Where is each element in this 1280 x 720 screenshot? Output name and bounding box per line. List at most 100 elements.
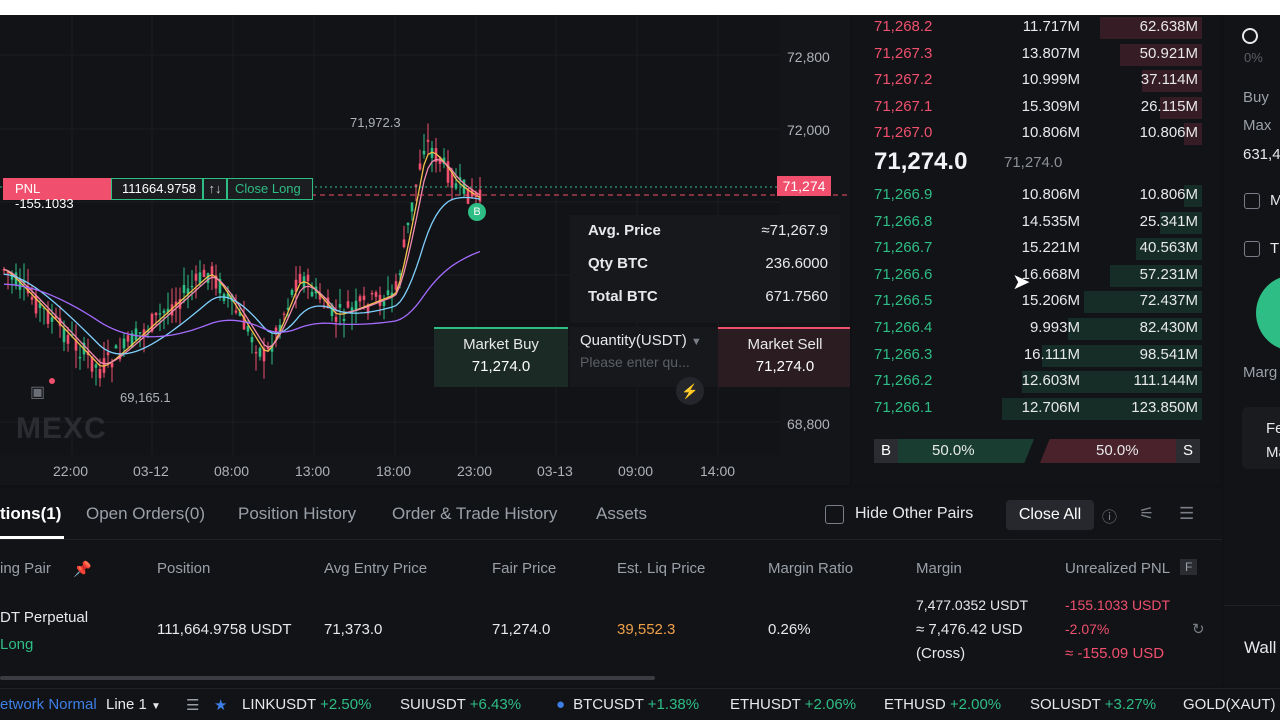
active-tab-indicator — [0, 536, 64, 539]
bid-qty: 16.668M — [1021, 265, 1080, 283]
bid-row[interactable]: 71,266.5 15.206M 72.437M — [852, 289, 1202, 315]
menu-icon[interactable]: ☰ — [1179, 504, 1195, 523]
row-side: Long — [0, 636, 34, 653]
market-sell-button[interactable]: Market Sell 71,274.0 — [718, 327, 850, 387]
ticker-item[interactable]: SOLUSDT +3.27% — [1030, 696, 1157, 713]
option-checkbox[interactable] — [1244, 241, 1260, 257]
fee-label: Fee — [1266, 420, 1280, 437]
bid-qty: 10.806M — [1021, 186, 1080, 203]
ask-price: 71,268.2 — [874, 18, 933, 35]
ask-total: 10.806M — [1139, 124, 1198, 142]
share-icon[interactable]: ↻ — [1192, 621, 1205, 638]
pnl-mode-badge[interactable]: F — [1180, 559, 1198, 575]
depth-bar — [1184, 185, 1202, 207]
bid-row[interactable]: 71,266.9 10.806M 10.806M — [852, 183, 1202, 209]
bid-total: 72.437M — [1139, 292, 1198, 310]
calendar-icon[interactable]: ▣ — [30, 384, 46, 401]
list-icon[interactable]: ☰ — [186, 697, 200, 714]
qty-value: 236.6000 — [765, 255, 828, 272]
lightning-icon[interactable]: ⚡ — [676, 377, 704, 405]
ask-row[interactable]: 71,267.1 15.309M 26.115M — [852, 95, 1202, 121]
col-margin: Margin — [916, 560, 962, 577]
ask-price: 71,267.1 — [874, 97, 933, 115]
row-pnl-usd: ≈ -155.09 USD — [1065, 645, 1165, 662]
max-amount: 631,4 — [1243, 146, 1280, 163]
depth-bar — [1142, 70, 1202, 93]
close-all-button[interactable]: Close All — [1006, 500, 1094, 530]
mouse-cursor-icon: ➤ — [1012, 269, 1031, 294]
time-axis-label: 23:00 — [457, 463, 493, 479]
bid-price: 71,266.5 — [874, 292, 933, 310]
row-pair[interactable]: DT Perpetual — [0, 609, 89, 626]
open-long-button[interactable] — [1256, 275, 1280, 351]
bid-price: 71,266.8 — [874, 212, 933, 230]
bid-row[interactable]: 71,266.4 9.993M 82.430M — [852, 316, 1202, 342]
horizontal-scrollbar[interactable] — [0, 676, 655, 680]
bid-qty: 16.111M — [1023, 345, 1080, 363]
buy-ratio: 50.0% — [932, 442, 975, 459]
pin-icon[interactable]: 📌 — [73, 561, 92, 578]
ask-row[interactable]: 71,267.0 10.806M 10.806M — [852, 121, 1202, 147]
line-select[interactable]: Line 1 ▼ — [106, 696, 161, 713]
bid-row[interactable]: 71,266.2 12.603M 111.144M — [852, 369, 1202, 395]
ask-row[interactable]: 71,268.2 11.717M 62.638M — [852, 15, 1202, 41]
bid-row[interactable]: 71,266.8 14.535M 25.341M — [852, 210, 1202, 236]
hide-other-pairs-checkbox[interactable] — [825, 505, 844, 524]
ticker-item[interactable]: ETHUSDT +2.06% — [730, 696, 857, 713]
col-avg-entry-price: Avg Entry Price — [324, 560, 428, 577]
bid-row[interactable]: 71,266.1 12.706M 123.850M — [852, 396, 1202, 422]
buy-marker: B — [460, 201, 490, 223]
hide-other-pairs-label[interactable]: Hide Other Pairs — [855, 505, 974, 522]
col-position: Position — [157, 560, 211, 577]
info-icon[interactable]: ⓘ — [1102, 509, 1118, 526]
ask-row[interactable]: 71,267.2 10.999M 37.114M — [852, 68, 1202, 94]
ticker-bar: etwork Normal Line 1 ▼ ☰ ★ LINKUSDT +2.5… — [0, 688, 1280, 720]
leverage-slider-handle[interactable] — [1242, 28, 1258, 44]
tab-open-orders[interactable]: Open Orders(0) — [86, 504, 206, 523]
bid-row[interactable]: 71,266.3 16.111M 98.541M — [852, 343, 1202, 369]
reverse-arrows-icon[interactable]: ↑↓ — [203, 178, 227, 200]
bid-qty: 9.993M — [1029, 319, 1080, 336]
bid-row[interactable]: 71,266.6 16.668M 57.231M — [852, 263, 1202, 289]
option-t-label: T — [1270, 240, 1280, 257]
network-status: etwork Normal — [0, 696, 97, 713]
position-qty[interactable]: 111664.9758 — [111, 178, 203, 200]
low-price-label: 69,165.1 — [120, 390, 171, 405]
maker-label: Mal — [1266, 444, 1280, 461]
bid-price: 71,266.3 — [874, 345, 933, 363]
col-trading-pair: ing Pair — [0, 560, 51, 577]
ticker-item[interactable]: ETHUSD +2.00% — [884, 696, 1002, 713]
bid-total: 57.231M — [1139, 265, 1198, 283]
filter-sliders-icon[interactable]: ⚟ — [1139, 504, 1155, 523]
bid-price: 71,266.7 — [874, 239, 933, 257]
ticker-item[interactable]: SUIUSDT +6.43% — [400, 696, 522, 713]
star-icon[interactable]: ★ — [214, 697, 228, 714]
depth-tooltip: Avg. Price ≈71,267.9 Qty BTC 236.6000 Tota… — [570, 215, 840, 323]
depth-bar — [1002, 397, 1202, 420]
ticker-item[interactable]: GOLD(XAUT) — [1183, 696, 1276, 713]
tab-positions[interactable]: tions(1) — [0, 504, 62, 523]
price-chart[interactable]: 72,800 72,000 68,800 22:00 03-12 08:00 1… — [0, 15, 850, 485]
wallet-section: Wall — [1224, 605, 1280, 685]
ask-total: 26.115M — [1140, 97, 1198, 115]
quantity-placeholder: Please enter qu... — [580, 354, 690, 370]
option-checkbox[interactable] — [1244, 193, 1260, 209]
tab-position-history[interactable]: Position History — [238, 504, 357, 523]
close-long-button[interactable]: Close Long — [227, 178, 313, 200]
tab-assets[interactable]: Assets — [596, 504, 648, 523]
ticker-item[interactable]: LINKUSDT +2.50% — [242, 696, 372, 713]
ask-row[interactable]: 71,267.3 13.807M 50.921M — [852, 42, 1202, 68]
bid-total: 82.430M — [1139, 319, 1198, 336]
total-label: Total BTC — [588, 288, 658, 305]
order-form-panel: 0% Buy Max 631,4 M T Marg Fee Mal Wall — [1224, 15, 1280, 605]
quantity-unit-select[interactable]: Quantity(USDT) ▼ — [580, 332, 702, 349]
max-label: Max — [1243, 117, 1272, 134]
market-buy-button[interactable]: Market Buy 71,274.0 — [434, 327, 568, 387]
buy-marker-icon: B — [468, 203, 486, 221]
tab-order-trade-history[interactable]: Order & Trade History — [392, 504, 558, 523]
ask-total: 62.638M — [1139, 18, 1198, 35]
mexc-watermark: MEXC — [16, 412, 107, 445]
ticker-item[interactable]: ● BTCUSDT +1.38% — [556, 696, 700, 713]
ask-price: 71,267.0 — [874, 124, 933, 142]
bid-row[interactable]: 71,266.7 15.221M 40.563M — [852, 236, 1202, 262]
